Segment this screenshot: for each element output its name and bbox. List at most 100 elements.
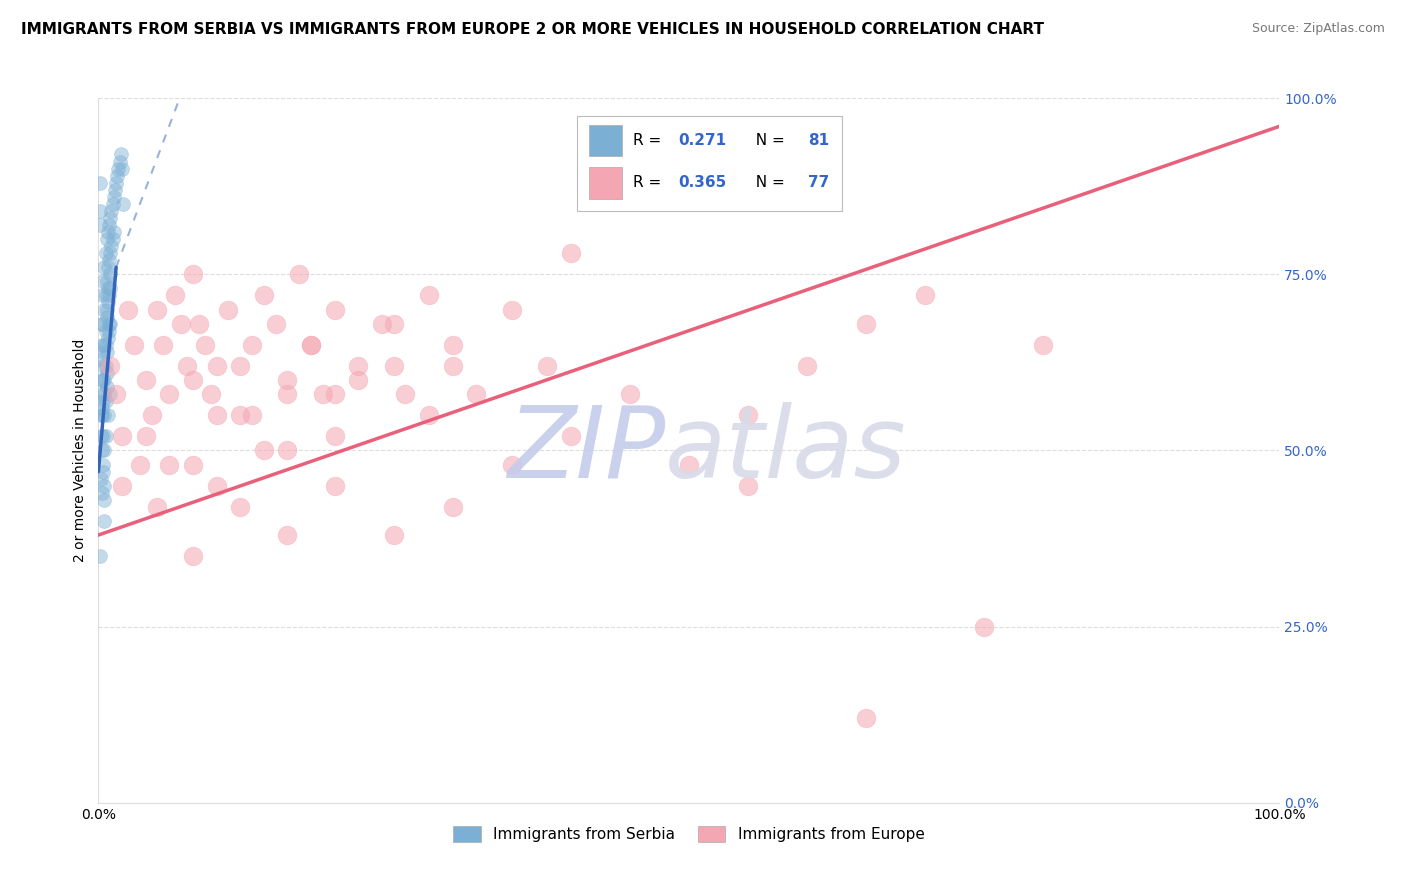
Point: [157, 458, 180, 472]
Point: [135, 429, 157, 443]
Point: [181, 458, 204, 472]
Point: [91, 408, 114, 422]
Point: [96, 344, 118, 359]
Point: [382, 359, 405, 373]
Point: [91, 359, 114, 373]
Point: [299, 338, 322, 352]
Point: [90, 472, 112, 486]
Point: [98, 324, 121, 338]
Point: [347, 373, 370, 387]
Point: [94, 359, 117, 373]
Point: [117, 302, 139, 317]
Point: [97, 225, 120, 239]
Point: [176, 359, 198, 373]
Point: [253, 288, 276, 302]
Point: [100, 203, 122, 218]
Point: [91, 373, 114, 387]
Point: [93, 338, 115, 352]
Point: [347, 359, 370, 373]
Point: [323, 429, 346, 443]
Point: [855, 317, 877, 331]
Point: [97, 408, 120, 422]
Point: [91, 274, 114, 288]
Point: [229, 500, 252, 514]
Point: [560, 429, 582, 443]
Point: [181, 268, 204, 282]
Point: [91, 338, 114, 352]
Point: [107, 161, 129, 176]
Point: [914, 288, 936, 302]
Point: [1032, 338, 1054, 352]
Point: [97, 295, 120, 310]
Point: [91, 465, 114, 479]
Point: [108, 154, 131, 169]
Point: [181, 373, 204, 387]
Text: N =: N =: [745, 175, 789, 190]
Point: [229, 408, 252, 422]
Text: 81: 81: [808, 133, 830, 148]
Text: ZIP: ZIP: [508, 402, 665, 499]
Point: [91, 394, 114, 409]
Point: [91, 288, 114, 302]
Point: [94, 429, 117, 443]
Bar: [589, 167, 621, 199]
Point: [112, 197, 135, 211]
Point: [465, 387, 488, 401]
Point: [194, 338, 217, 352]
Point: [97, 281, 120, 295]
Text: 0.365: 0.365: [678, 175, 727, 190]
Point: [110, 147, 132, 161]
Point: [105, 169, 128, 183]
Point: [98, 253, 121, 268]
Point: [371, 317, 394, 331]
Text: 0.271: 0.271: [678, 133, 727, 148]
Point: [90, 387, 112, 401]
Point: [98, 246, 121, 260]
Y-axis label: 2 or more Vehicles in Household: 2 or more Vehicles in Household: [73, 339, 87, 562]
Point: [441, 500, 464, 514]
Point: [276, 387, 298, 401]
Point: [382, 528, 405, 542]
Point: [91, 401, 114, 416]
Point: [96, 232, 118, 246]
Point: [737, 478, 759, 492]
Text: IMMIGRANTS FROM SERBIA VS IMMIGRANTS FROM EUROPE 2 OR MORE VEHICLES IN HOUSEHOLD: IMMIGRANTS FROM SERBIA VS IMMIGRANTS FRO…: [21, 22, 1045, 37]
Point: [89, 549, 111, 564]
Point: [200, 387, 222, 401]
Text: Source: ZipAtlas.com: Source: ZipAtlas.com: [1251, 22, 1385, 36]
Point: [394, 387, 416, 401]
Legend: Immigrants from Serbia, Immigrants from Europe: Immigrants from Serbia, Immigrants from …: [447, 820, 931, 848]
Point: [91, 458, 114, 472]
Point: [111, 429, 134, 443]
Bar: [589, 125, 621, 156]
Point: [98, 359, 121, 373]
Point: [619, 387, 641, 401]
Point: [205, 408, 228, 422]
Point: [253, 443, 276, 458]
Point: [146, 302, 169, 317]
Point: [105, 176, 128, 190]
Point: [111, 161, 134, 176]
Point: [97, 260, 120, 275]
Point: [104, 183, 127, 197]
Point: [98, 317, 121, 331]
Point: [93, 443, 115, 458]
Point: [152, 338, 174, 352]
Point: [97, 331, 120, 345]
Point: [94, 246, 117, 260]
Text: atlas: atlas: [665, 402, 907, 499]
Point: [90, 408, 112, 422]
Point: [276, 528, 298, 542]
Point: [91, 373, 114, 387]
Point: [135, 373, 157, 387]
Point: [94, 394, 117, 409]
Point: [536, 359, 558, 373]
Point: [91, 429, 114, 443]
Point: [323, 478, 346, 492]
Point: [93, 387, 115, 401]
Point: [91, 443, 114, 458]
Point: [98, 268, 121, 282]
Point: [323, 302, 346, 317]
Point: [418, 288, 440, 302]
Point: [288, 268, 311, 282]
